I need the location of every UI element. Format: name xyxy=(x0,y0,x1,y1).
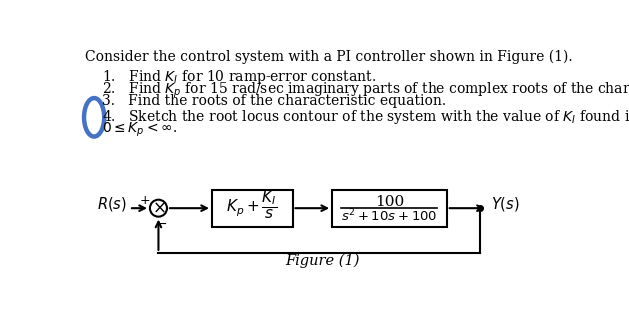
Text: +: + xyxy=(140,194,150,207)
Text: $K_p + \dfrac{K_I}{s}$: $K_p + \dfrac{K_I}{s}$ xyxy=(226,188,278,220)
Text: 4.   Sketch the root locus contour of the system with the value of $K_I$ found i: 4. Sketch the root locus contour of the … xyxy=(102,107,629,126)
Text: $Y(s)$: $Y(s)$ xyxy=(491,195,520,213)
Text: 2.   Find $K_p$ for 15 rad/sec imaginary parts of the complex roots of the chara: 2. Find $K_p$ for 15 rad/sec imaginary p… xyxy=(102,81,629,100)
Text: Figure (1): Figure (1) xyxy=(285,253,359,268)
Text: $s^2 + 10s + 100$: $s^2 + 10s + 100$ xyxy=(341,208,438,224)
Text: Consider the control system with a PI controller shown in Figure (1).: Consider the control system with a PI co… xyxy=(85,50,572,64)
Text: $-$: $-$ xyxy=(156,217,167,230)
Text: $R(s)$: $R(s)$ xyxy=(97,195,126,213)
Text: 100: 100 xyxy=(375,195,404,209)
Text: 3.   Find the roots of the characteristic equation.: 3. Find the roots of the characteristic … xyxy=(102,94,446,108)
Text: 1.   Find $K_I$ for 10 ramp-error constant.: 1. Find $K_I$ for 10 ramp-error constant… xyxy=(102,68,376,86)
Text: $\times$: $\times$ xyxy=(152,199,165,216)
Text: $0 \leq K_p < \infty$.: $0 \leq K_p < \infty$. xyxy=(102,120,177,139)
Bar xyxy=(212,190,292,227)
Bar xyxy=(332,190,447,227)
